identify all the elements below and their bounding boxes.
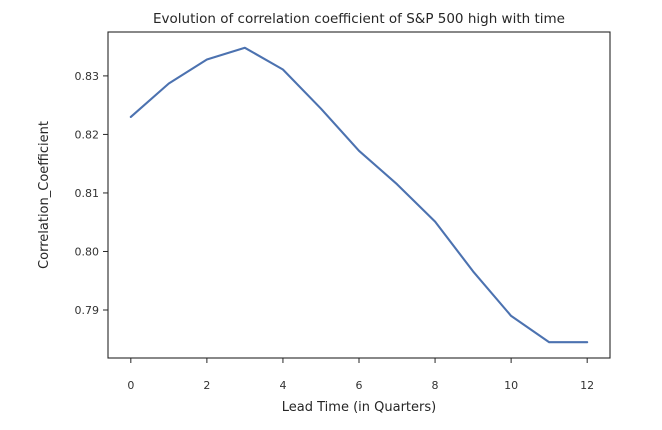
y-tick-label: 0.80 xyxy=(75,245,100,258)
y-tick-label: 0.82 xyxy=(75,128,100,141)
y-axis: 0.79 0.80 0.81 0.82 0.83 xyxy=(75,70,108,317)
x-tick-label: 4 xyxy=(279,379,286,392)
y-axis-title: Correlation_Coefficient xyxy=(37,121,52,269)
x-axis: 0 2 4 6 8 10 12 xyxy=(127,358,594,392)
y-tick-label: 0.79 xyxy=(75,304,100,317)
x-tick-label: 2 xyxy=(203,379,210,392)
series-line xyxy=(129,46,589,344)
y-tick-label: 0.83 xyxy=(75,70,100,83)
chart-title: Evolution of correlation coefficient of … xyxy=(153,11,565,27)
y-tick-label: 0.81 xyxy=(75,187,100,200)
x-tick-label: 10 xyxy=(504,379,518,392)
x-axis-title: Lead Time (in Quarters) xyxy=(282,400,436,415)
x-tick-label: 12 xyxy=(580,379,594,392)
x-tick-label: 0 xyxy=(127,379,134,392)
x-tick-label: 8 xyxy=(432,379,439,392)
x-tick-label: 6 xyxy=(356,379,363,392)
plot-frame xyxy=(107,31,611,359)
